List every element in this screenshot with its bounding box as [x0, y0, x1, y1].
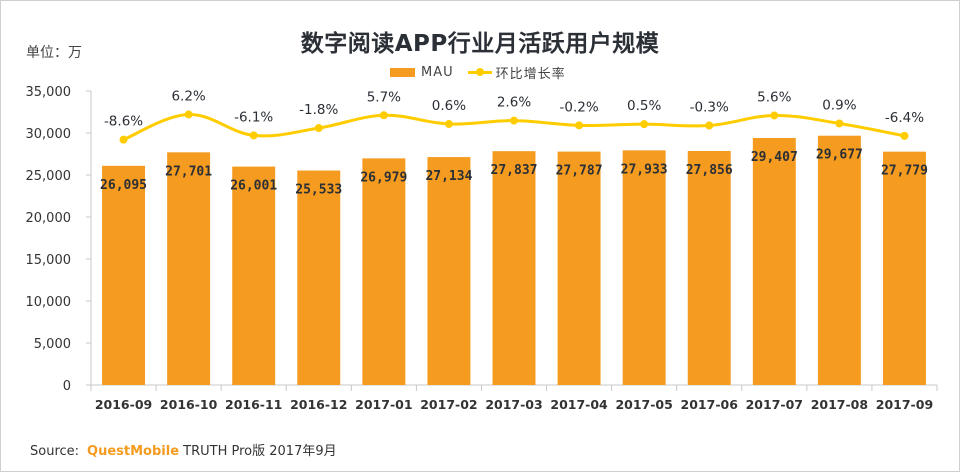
bar [297, 170, 341, 385]
legend: MAU 环比增长率 [390, 62, 580, 82]
y-tick-labels: 0 5,000 10,000 15,000 20,000 25,000 30,000 35,0… [26, 85, 72, 394]
legend-label-mau: MAU [421, 64, 454, 80]
source-note: Source: QuestMobile TRUTH Pro版 2017年9月 [30, 440, 337, 459]
bar-value-label: 29,677 [816, 148, 863, 163]
x-tick-label: 2016-10 [160, 397, 218, 412]
chart-title: 数字阅读APP行业月活跃用户规模 [300, 31, 660, 57]
unit-label: 单位：万 [26, 45, 82, 61]
bar-value-label: 26,095 [100, 178, 147, 193]
bar [232, 166, 276, 385]
y-tick-label: 10,000 [26, 295, 72, 310]
y-tick-label: 30,000 [26, 127, 72, 142]
bar-value-label: 27,787 [556, 164, 603, 179]
growth-point [249, 131, 258, 140]
growth-value-label: 6.2% [171, 88, 205, 104]
growth-value-label: 0.9% [822, 97, 856, 113]
bar-value-label: 29,407 [751, 150, 798, 165]
growth-point [575, 121, 584, 130]
growth-point [119, 135, 128, 144]
growth-point [444, 119, 453, 128]
growth-value-label: -0.3% [690, 100, 729, 116]
bar [167, 152, 211, 385]
bar [102, 165, 146, 385]
growth-point [640, 120, 649, 129]
bar-value-label: 25,533 [295, 183, 342, 198]
bar [622, 150, 666, 385]
growth-labels: -8.6% 6.2% -6.1% -1.8% 5.7% 0.6% 2.6% -0.2% 0.5%… [104, 88, 924, 129]
x-tick-label: 2017-04 [550, 397, 608, 412]
growth-point [379, 111, 388, 120]
y-tick-label: 15,000 [26, 253, 72, 268]
growth-point [900, 131, 909, 140]
growth-value-label: 5.7% [367, 89, 401, 105]
growth-value-label: -8.6% [104, 114, 143, 130]
growth-point [184, 110, 193, 119]
bar [557, 151, 601, 385]
bar [752, 137, 796, 385]
x-tick-label: 2016-11 [225, 397, 282, 412]
growth-value-label: 0.6% [432, 98, 466, 114]
x-tick-label: 2017-06 [681, 397, 739, 412]
source-suffix: TRUTH Pro版 2017年9月 [183, 444, 337, 459]
growth-value-label: 0.5% [627, 98, 661, 114]
bar-value-label: 27,701 [165, 164, 212, 179]
x-tick-labels: 2016-09 2016-10 2016-11 2016-12 2017-01 2017-… [95, 397, 933, 412]
legend-swatch-growth [467, 67, 492, 76]
growth-value-label: -0.2% [559, 99, 598, 115]
bars [102, 135, 926, 385]
bar-value-label: 27,856 [686, 163, 733, 178]
growth-value-label: -6.4% [885, 110, 924, 126]
bar [362, 158, 406, 385]
growth-value-label: 2.6% [497, 95, 531, 111]
x-tick-label: 2017-03 [485, 397, 542, 412]
x-tick-label: 2017-01 [355, 397, 412, 412]
y-tick-label: 5,000 [34, 337, 71, 352]
growth-point [770, 111, 779, 120]
bar-value-label: 27,933 [621, 162, 668, 177]
x-tick-label: 2017-08 [811, 397, 868, 412]
bar-value-label: 27,779 [881, 164, 928, 179]
growth-point [510, 116, 518, 125]
bar-labels: 26,095 27,701 26,001 25,533 26,979 27,134 27,8… [100, 148, 928, 198]
y-tick-label: 0 [63, 379, 71, 394]
x-tick-label: 2016-09 [95, 397, 152, 412]
growth-value-label: -1.8% [299, 102, 338, 118]
bar [492, 151, 536, 385]
growth-value-label: -6.1% [234, 109, 273, 125]
bar-value-label: 27,134 [425, 169, 472, 184]
x-tick-label: 2017-09 [876, 397, 933, 412]
growth-value-label: 5.6% [757, 89, 791, 105]
y-tick-label: 35,000 [26, 85, 72, 100]
x-tick-label: 2017-05 [615, 397, 672, 412]
source-brand: QuestMobile [87, 444, 180, 459]
bar [882, 151, 926, 385]
bar-value-label: 27,837 [491, 163, 538, 178]
y-tick-label: 20,000 [26, 211, 72, 226]
x-tick-label: 2017-07 [746, 397, 803, 412]
growth-point [314, 124, 323, 133]
x-tick-label: 2016-12 [290, 397, 347, 412]
x-tick-label: 2017-02 [420, 397, 477, 412]
source-prefix: Source: [30, 444, 80, 459]
y-tick-label: 25,000 [26, 169, 72, 184]
legend-label-growth: 环比增长率 [495, 66, 566, 82]
legend-swatch-mau [390, 67, 415, 77]
bar [687, 151, 731, 385]
bar [817, 135, 861, 385]
growth-point [705, 121, 714, 130]
growth-line [119, 110, 909, 144]
growth-point [835, 119, 844, 128]
bar-value-label: 26,001 [230, 179, 277, 194]
bar [427, 157, 471, 385]
bar-value-label: 26,979 [360, 170, 407, 185]
